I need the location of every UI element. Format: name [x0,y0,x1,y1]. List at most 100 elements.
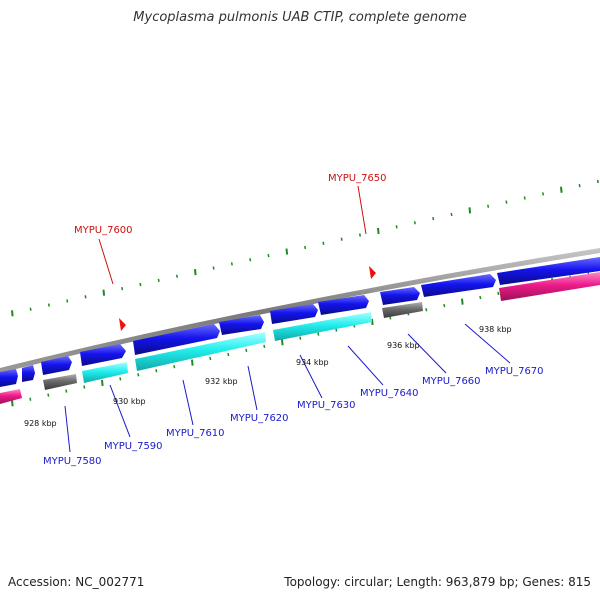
tick-mark [227,352,230,357]
cds-feature[interactable] [380,287,420,305]
marker-arrow-left [119,318,126,331]
gene-label-blue[interactable]: MYPU_7610 [166,428,225,439]
tick-mark [11,310,14,317]
kbp-label: 932 kbp [205,377,238,386]
tick-mark [101,379,104,387]
tick-mark [175,274,179,278]
kbp-label: 930 kbp [113,397,146,406]
kbp-label: 936 kbp [387,341,420,350]
tick-mark [523,196,526,200]
tick-mark [299,336,302,340]
tick-mark [102,289,106,296]
tick-mark [335,328,338,332]
tick-mark [322,241,325,245]
cds-feature[interactable] [41,356,72,375]
tick-mark [358,233,362,237]
cds-feature[interactable] [497,257,600,285]
tick-mark [157,278,160,283]
tick-mark [596,179,599,184]
tick-mark [121,286,124,291]
tick-mark [487,204,490,208]
tick-mark [479,295,482,300]
gene-label-red[interactable]: MYPU_7650 [328,173,387,184]
gene-label-blue[interactable]: MYPU_7580 [43,456,102,467]
cds-feature[interactable] [219,315,264,335]
tick-mark [317,332,320,336]
gene-label-blue[interactable]: MYPU_7640 [360,388,419,399]
tick-mark [497,291,500,296]
tick-mark [281,339,284,346]
cyan-feature[interactable] [82,362,128,383]
outer-tick-ring [11,179,599,317]
tick-mark [249,258,252,262]
tick-mark [84,295,87,299]
accession-text: Accession: NC_002771 [8,575,145,589]
tick-mark [461,298,464,305]
map-title: Mycoplasma pulmonis UAB CTIP, complete g… [133,10,467,25]
tick-mark [505,200,508,204]
tick-mark [29,397,32,401]
kbp-label: 938 kbp [479,325,512,334]
tick-mark [377,227,380,235]
grey-feature[interactable] [43,374,77,390]
tick-mark [425,308,428,312]
cds-feature[interactable] [80,344,126,366]
tick-mark [450,212,453,217]
tick-mark [230,262,233,266]
cyan-feature[interactable] [135,332,266,371]
tick-mark [541,192,545,196]
kbp-label: 934 kbp [296,358,329,367]
gene-label-blue[interactable]: MYPU_7670 [485,366,544,377]
gene-label-blue[interactable]: MYPU_7590 [104,441,163,452]
tick-mark [245,348,248,353]
gene-label-blue[interactable]: MYPU_7660 [422,376,481,387]
tick-mark [578,184,581,188]
tick-mark [83,385,86,389]
tick-mark [173,365,176,369]
kbp-label: 928 kbp [24,419,57,428]
tick-mark [194,269,197,276]
inner-tick-ring [11,271,590,407]
gene-labels: MYPU_7600 MYPU_7650 MYPU_7580 MYPU_7590 … [43,173,544,467]
tick-mark [119,377,122,381]
cds-feature[interactable] [22,365,35,382]
gene-label-red[interactable]: MYPU_7600 [74,225,133,236]
tick-mark [191,359,194,366]
cds-feature[interactable] [318,295,369,315]
pink-feature[interactable] [499,272,600,301]
feature-track-2 [0,272,600,404]
tick-mark [443,304,446,308]
tick-mark [371,318,374,326]
tick-mark [66,299,69,303]
gene-label-blue[interactable]: MYPU_7620 [230,413,289,424]
tick-mark [137,373,140,377]
gene-label-blue[interactable]: MYPU_7630 [297,400,356,411]
tick-mark [413,221,416,225]
genome-stats-text: Topology: circular; Length: 963,879 bp; … [284,575,591,589]
cds-feature[interactable] [270,304,318,324]
cds-feature[interactable] [133,324,220,355]
forward-cds-track [0,257,600,387]
cds-feature[interactable] [0,369,18,387]
tick-mark [468,207,472,214]
genome-backbone [0,248,600,373]
tick-mark [139,282,142,287]
tick-mark [263,344,266,348]
tick-mark [65,389,68,393]
tick-mark [395,225,398,229]
cyan-feature[interactable] [273,312,372,341]
tick-mark [560,186,563,193]
kbp-labels: 928 kbp 930 kbp 932 kbp 934 kbp 936 kbp … [24,325,512,428]
cds-feature[interactable] [421,274,496,297]
marker-arrow-right [369,266,376,279]
grey-feature[interactable] [382,302,423,318]
tick-mark [304,245,307,250]
tick-mark [47,303,50,307]
tick-mark [29,307,32,311]
tick-mark [340,237,343,241]
tick-mark [285,248,289,255]
tick-mark [155,369,158,373]
callout-lines [64,185,511,453]
pink-feature[interactable] [0,389,22,404]
tick-mark [267,254,270,258]
